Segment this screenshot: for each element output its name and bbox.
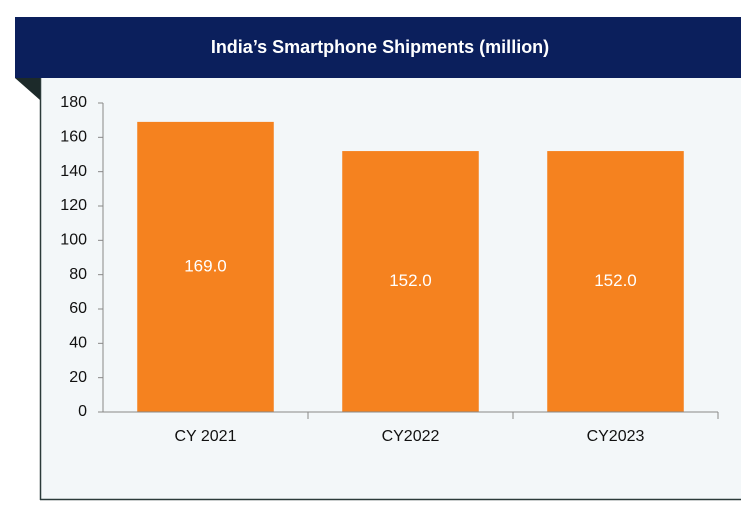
y-tick-label: 60 bbox=[69, 300, 87, 317]
y-tick-label: 120 bbox=[60, 197, 87, 214]
bar bbox=[342, 151, 479, 413]
y-tick-label: 0 bbox=[78, 403, 87, 420]
y-tick-label: 140 bbox=[60, 163, 87, 180]
bar bbox=[137, 121, 274, 412]
y-tick-label: 180 bbox=[60, 94, 87, 111]
x-tick-label: CY2023 bbox=[587, 428, 645, 445]
bar bbox=[547, 151, 684, 413]
banner-fold bbox=[15, 78, 40, 100]
data-label: 169.0 bbox=[184, 256, 227, 275]
chart-title: India’s Smartphone Shipments (million) bbox=[211, 37, 549, 57]
x-tick-label: CY2022 bbox=[382, 428, 440, 445]
x-tick-label: CY 2021 bbox=[175, 428, 237, 445]
y-tick-label: 20 bbox=[69, 369, 87, 386]
data-label: 152.0 bbox=[594, 271, 637, 290]
data-label: 152.0 bbox=[389, 271, 432, 290]
y-tick-label: 80 bbox=[69, 266, 87, 283]
y-tick-label: 100 bbox=[60, 232, 87, 249]
y-tick-label: 40 bbox=[69, 335, 87, 352]
title-banner bbox=[15, 17, 741, 78]
y-tick-label: 160 bbox=[60, 129, 87, 146]
